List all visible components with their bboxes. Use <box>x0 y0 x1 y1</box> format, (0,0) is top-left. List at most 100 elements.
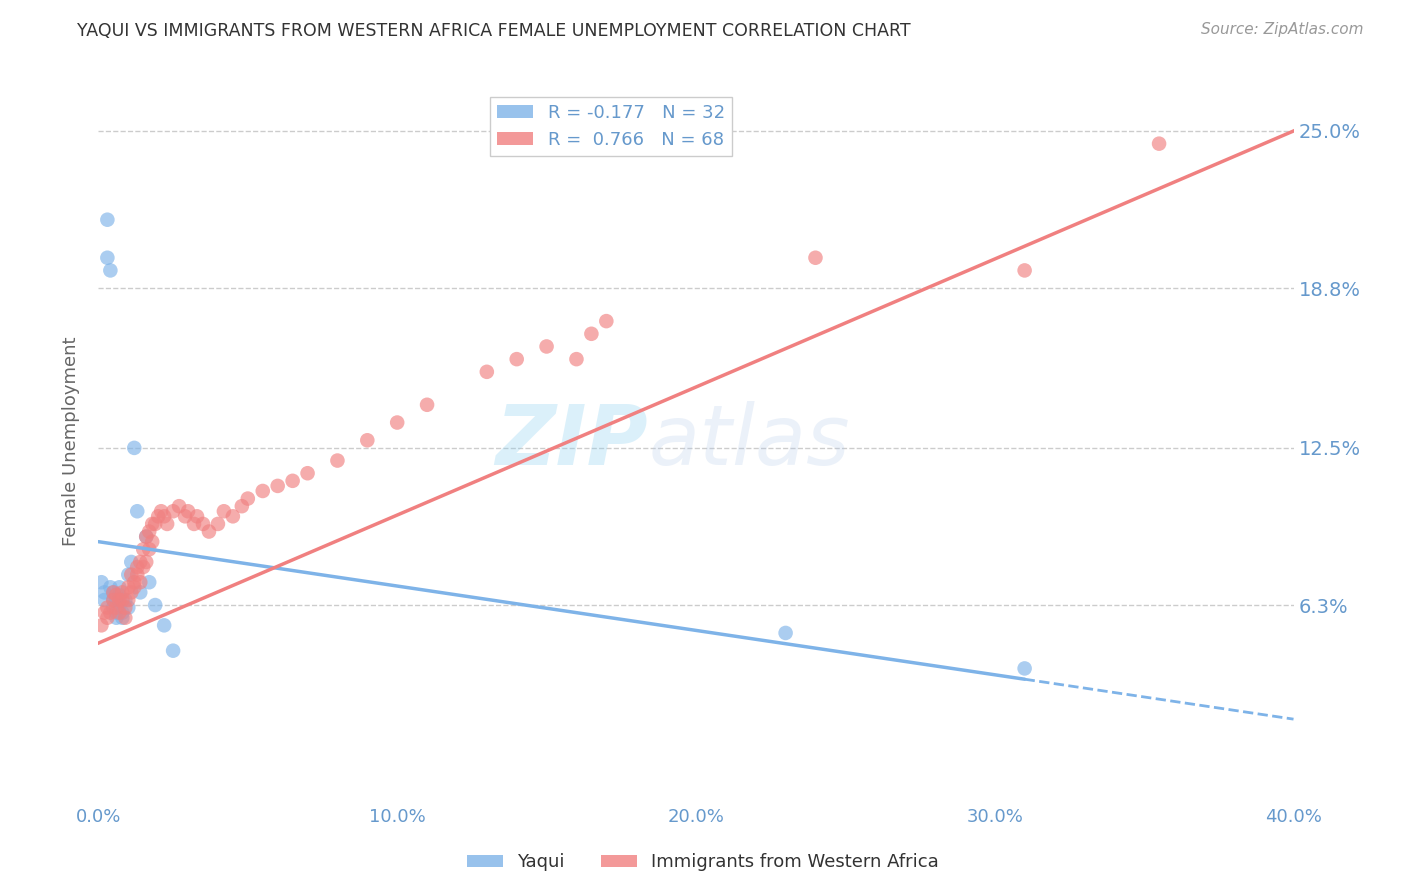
Point <box>385 416 409 430</box>
Point <box>212 504 235 518</box>
Y-axis label: Female Unemployment: Female Unemployment <box>62 337 80 546</box>
Point <box>111 585 134 599</box>
Point <box>127 560 149 574</box>
Point <box>236 491 259 506</box>
Point <box>148 509 170 524</box>
Point <box>93 585 115 599</box>
Point <box>111 611 134 625</box>
Point <box>120 567 142 582</box>
Point <box>775 626 797 640</box>
Point <box>108 580 131 594</box>
Point <box>167 499 190 513</box>
Point <box>177 504 200 518</box>
Point <box>96 251 118 265</box>
Point <box>127 504 149 518</box>
Point <box>96 600 118 615</box>
Point <box>114 593 136 607</box>
Point <box>114 600 136 615</box>
Point <box>267 479 290 493</box>
Point <box>141 534 163 549</box>
Point <box>132 560 155 574</box>
Point <box>105 600 128 615</box>
Point <box>143 598 166 612</box>
Point <box>129 575 152 590</box>
Point <box>108 588 131 602</box>
Point <box>129 555 152 569</box>
Legend: Yaqui, Immigrants from Western Africa: Yaqui, Immigrants from Western Africa <box>460 847 946 879</box>
Point <box>153 618 176 632</box>
Text: atlas: atlas <box>648 401 849 482</box>
Point <box>162 643 184 657</box>
Point <box>138 524 160 539</box>
Point <box>108 606 131 620</box>
Point <box>96 212 118 227</box>
Point <box>108 593 131 607</box>
Point <box>565 352 588 367</box>
Point <box>103 593 125 607</box>
Point <box>198 524 221 539</box>
Point <box>222 509 245 524</box>
Point <box>162 504 184 518</box>
Point <box>143 516 166 531</box>
Point <box>207 516 229 531</box>
Point <box>475 365 498 379</box>
Point <box>124 575 146 590</box>
Legend: R = -0.177   N = 32, R =  0.766   N = 68: R = -0.177 N = 32, R = 0.766 N = 68 <box>489 96 733 156</box>
Point <box>138 542 160 557</box>
Point <box>117 600 139 615</box>
Point <box>105 606 128 620</box>
Point <box>117 593 139 607</box>
Point <box>105 593 128 607</box>
Point <box>90 575 112 590</box>
Point <box>103 585 125 599</box>
Point <box>90 618 112 632</box>
Text: YAQUI VS IMMIGRANTS FROM WESTERN AFRICA FEMALE UNEMPLOYMENT CORRELATION CHART: YAQUI VS IMMIGRANTS FROM WESTERN AFRICA … <box>77 22 911 40</box>
Point <box>111 606 134 620</box>
Point <box>98 606 122 620</box>
Point <box>103 593 125 607</box>
Point <box>804 251 827 265</box>
Point <box>117 580 139 594</box>
Point <box>105 588 128 602</box>
Point <box>1014 661 1036 675</box>
Point <box>129 585 152 599</box>
Point <box>297 467 319 481</box>
Point <box>132 542 155 557</box>
Point <box>98 263 122 277</box>
Point <box>120 585 142 599</box>
Point <box>1014 263 1036 277</box>
Point <box>506 352 529 367</box>
Point <box>281 474 304 488</box>
Point <box>153 509 176 524</box>
Point <box>108 598 131 612</box>
Point <box>186 509 208 524</box>
Point <box>141 516 163 531</box>
Point <box>120 555 142 569</box>
Point <box>103 600 125 615</box>
Point <box>124 580 146 594</box>
Point <box>252 483 274 498</box>
Point <box>150 504 173 518</box>
Point <box>127 567 149 582</box>
Point <box>93 593 115 607</box>
Point <box>114 611 136 625</box>
Point <box>98 580 122 594</box>
Point <box>124 441 146 455</box>
Point <box>416 398 439 412</box>
Point <box>138 575 160 590</box>
Point <box>135 530 157 544</box>
Point <box>96 611 118 625</box>
Point <box>191 516 214 531</box>
Point <box>135 555 157 569</box>
Point <box>231 499 253 513</box>
Point <box>135 530 157 544</box>
Point <box>117 567 139 582</box>
Point <box>581 326 603 341</box>
Point <box>536 339 558 353</box>
Text: Source: ZipAtlas.com: Source: ZipAtlas.com <box>1201 22 1364 37</box>
Point <box>1147 136 1170 151</box>
Point <box>595 314 617 328</box>
Point <box>111 593 134 607</box>
Point <box>93 606 115 620</box>
Point <box>174 509 197 524</box>
